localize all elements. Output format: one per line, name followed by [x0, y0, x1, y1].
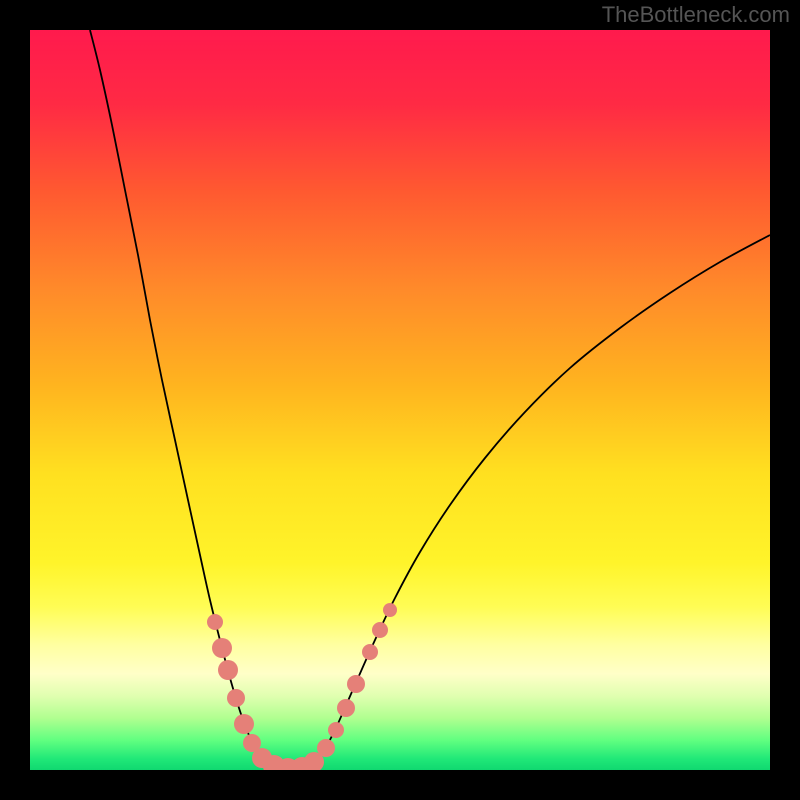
data-marker — [328, 722, 344, 738]
data-marker — [207, 614, 223, 630]
plot-area — [30, 30, 770, 770]
chart-svg — [30, 30, 770, 770]
data-marker — [227, 689, 245, 707]
data-marker — [347, 675, 365, 693]
data-marker — [234, 714, 254, 734]
data-marker — [383, 603, 397, 617]
data-markers — [207, 603, 397, 770]
data-marker — [212, 638, 232, 658]
data-marker — [362, 644, 378, 660]
data-marker — [218, 660, 238, 680]
watermark-text: TheBottleneck.com — [602, 2, 790, 28]
curve-right — [314, 235, 770, 762]
data-marker — [337, 699, 355, 717]
data-marker — [372, 622, 388, 638]
data-marker — [317, 739, 335, 757]
curve-left — [90, 30, 270, 765]
